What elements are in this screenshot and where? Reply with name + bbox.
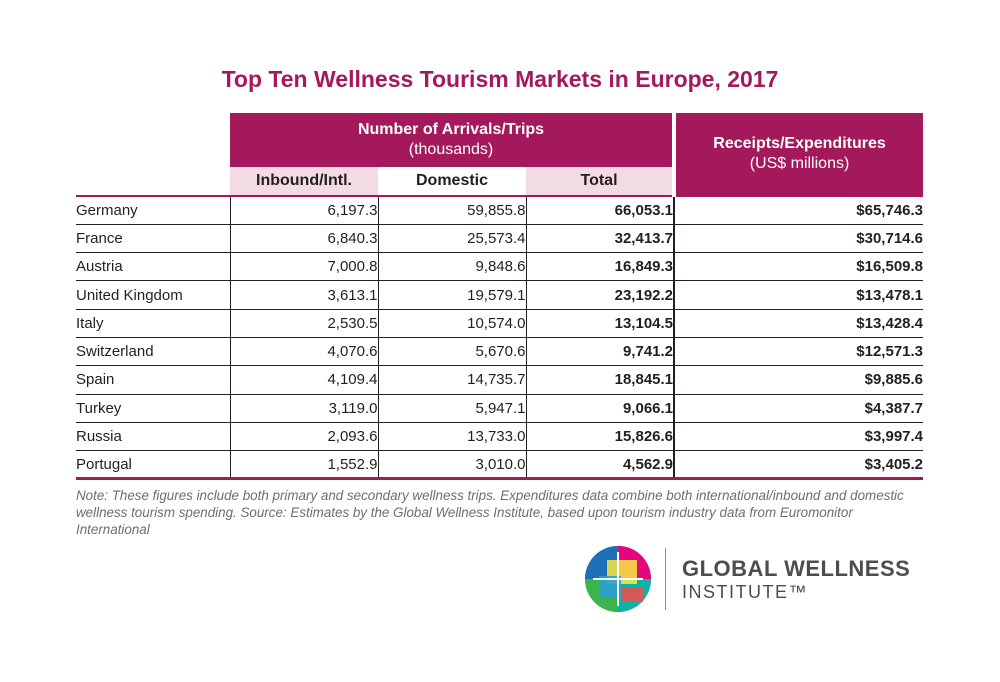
domestic-cell: 5,670.6 <box>377 337 526 367</box>
country-cell: Switzerland <box>76 337 230 367</box>
table-row: Spain 4,109.4 14,735.7 18,845.1 $9,885.6 <box>76 365 924 395</box>
total-cell: 9,066.1 <box>525 394 675 423</box>
table-row: United Kingdom 3,613.1 19,579.1 23,192.2 $13… <box>76 280 924 310</box>
footnote: Note: These figures include both primary… <box>76 488 904 537</box>
receipts-cell: $9,885.6 <box>673 365 924 395</box>
table-row: Russia 2,093.6 13,733.0 15,826.6 $3,997.4 <box>76 422 924 452</box>
receipts-cell: $16,509.8 <box>673 252 924 282</box>
inbound-cell: 6,197.3 <box>229 196 378 225</box>
table-body: Germany 6,197.3 59,855.8 66,053.1 $65,746.3 F… <box>76 196 924 481</box>
inbound-cell: 3,119.0 <box>229 394 378 423</box>
inbound-cell: 6,840.3 <box>229 224 378 254</box>
country-cell: United Kingdom <box>76 280 230 310</box>
country-cell: Austria <box>76 252 230 282</box>
inbound-cell: 4,070.6 <box>229 337 378 367</box>
inbound-cell: 2,530.5 <box>229 309 378 338</box>
table-row: Austria 7,000.8 9,848.6 16,849.3 $16,509.8 <box>76 252 924 282</box>
table-row: Italy 2,530.5 10,574.0 13,104.5 $13,428.4 <box>76 309 924 338</box>
inbound-cell: 1,552.9 <box>229 450 378 481</box>
total-cell: 23,192.2 <box>525 280 675 310</box>
table-row: Germany 6,197.3 59,855.8 66,053.1 $65,746.3 <box>76 196 924 225</box>
receipts-header: Receipts/Expenditures (US$ millions) <box>672 113 924 197</box>
receipts-title: Receipts/Expenditures <box>713 135 886 152</box>
arrivals-group-header: Number of Arrivals/Trips (thousands) <box>230 113 675 167</box>
total-cell: 4,562.9 <box>525 450 675 481</box>
gwi-logo-mark-icon <box>585 546 651 612</box>
col-header-domestic: Domestic <box>378 167 526 197</box>
receipts-cell: $13,428.4 <box>673 309 924 338</box>
table-row: France 6,840.3 25,573.4 32,413.7 $30,714.6 <box>76 224 924 254</box>
logo-text-line2: INSTITUTE™ <box>682 582 808 602</box>
table-title: Top Ten Wellness Tourism Markets in Euro… <box>221 66 779 92</box>
table-row: Turkey 3,119.0 5,947.1 9,066.1 $4,387.7 <box>76 394 924 423</box>
header-blank-cell <box>76 113 230 167</box>
country-cell: Russia <box>76 422 230 452</box>
country-header-blank <box>76 167 230 197</box>
col-header-total: Total <box>526 167 675 197</box>
country-cell: France <box>76 224 230 254</box>
inbound-cell: 2,093.6 <box>229 422 378 452</box>
table-row: Switzerland 4,070.6 5,670.6 9,741.2 $12,571.… <box>76 337 924 367</box>
table-row: Portugal 1,552.9 3,010.0 4,562.9 $3,405.2 <box>76 450 924 481</box>
receipts-cell: $30,714.6 <box>673 224 924 254</box>
domestic-cell: 13,733.0 <box>377 422 526 452</box>
total-cell: 66,053.1 <box>525 196 675 225</box>
domestic-cell: 19,579.1 <box>377 280 526 310</box>
receipts-cell: $13,478.1 <box>673 280 924 310</box>
country-cell: Portugal <box>76 450 230 481</box>
total-cell: 13,104.5 <box>525 309 675 338</box>
domestic-cell: 3,010.0 <box>377 450 526 481</box>
total-cell: 16,849.3 <box>525 252 675 282</box>
inbound-cell: 4,109.4 <box>229 365 378 395</box>
inbound-cell: 3,613.1 <box>229 280 378 310</box>
inbound-cell: 7,000.8 <box>229 252 378 282</box>
country-cell: Italy <box>76 309 230 338</box>
country-cell: Germany <box>76 196 230 225</box>
total-cell: 15,826.6 <box>525 422 675 452</box>
arrivals-title: Number of Arrivals/Trips <box>357 121 545 138</box>
total-cell: 9,741.2 <box>525 337 675 367</box>
receipts-cell: $3,997.4 <box>673 422 924 452</box>
gwi-logo: GLOBAL WELLNESS INSTITUTE™ <box>585 546 935 612</box>
logo-text-line1: GLOBAL WELLNESS <box>682 556 911 581</box>
country-cell: Spain <box>76 365 230 395</box>
arrivals-unit: (thousands) <box>408 141 494 158</box>
logo-divider <box>665 548 666 610</box>
total-cell: 18,845.1 <box>525 365 675 395</box>
domestic-cell: 9,848.6 <box>377 252 526 282</box>
total-cell: 32,413.7 <box>525 224 675 254</box>
receipts-cell: $65,746.3 <box>673 196 924 225</box>
domestic-cell: 5,947.1 <box>377 394 526 423</box>
receipts-cell: $3,405.2 <box>673 450 924 481</box>
receipts-unit: (US$ millions) <box>749 155 850 172</box>
domestic-cell: 25,573.4 <box>377 224 526 254</box>
country-cell: Turkey <box>76 394 230 423</box>
wellness-tourism-table: Number of Arrivals/Trips (thousands) Rec… <box>76 113 924 481</box>
domestic-cell: 14,735.7 <box>377 365 526 395</box>
domestic-cell: 59,855.8 <box>377 196 526 225</box>
col-header-inbound: Inbound/Intl. <box>230 167 378 197</box>
domestic-cell: 10,574.0 <box>377 309 526 338</box>
receipts-cell: $4,387.7 <box>673 394 924 423</box>
receipts-cell: $12,571.3 <box>673 337 924 367</box>
